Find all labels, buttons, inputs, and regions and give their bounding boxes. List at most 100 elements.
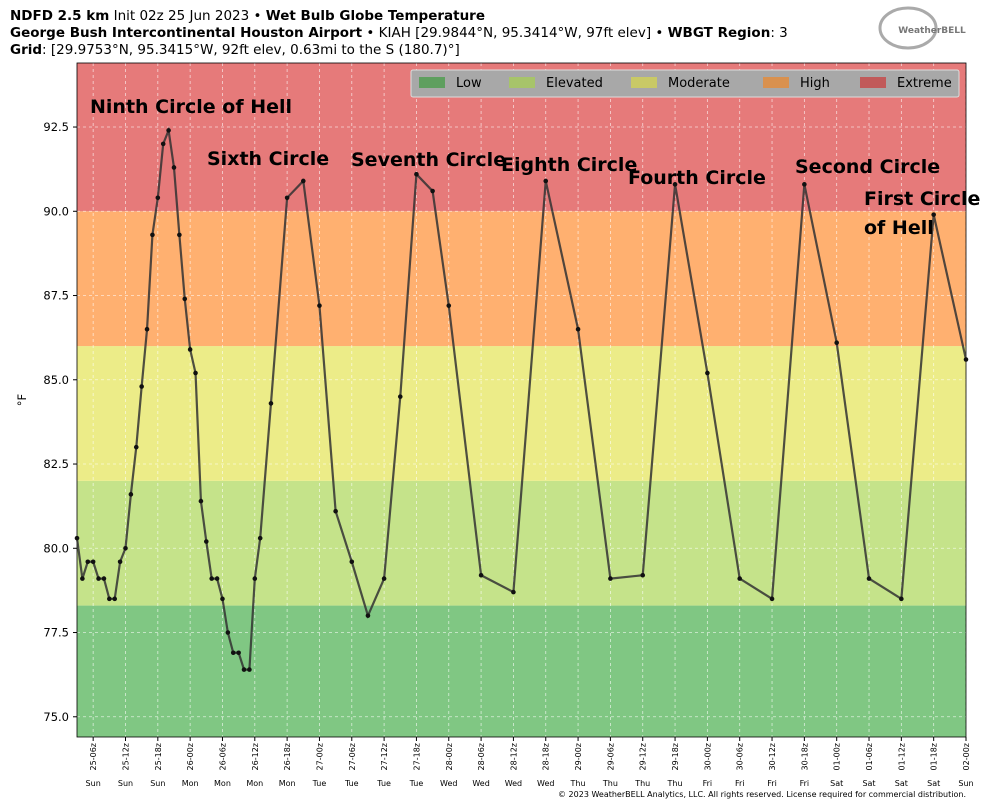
x-tick-label: 29-12z bbox=[639, 743, 648, 770]
x-tick-day: Fri bbox=[767, 779, 777, 788]
x-tick-day: Thu bbox=[634, 779, 650, 788]
data-point bbox=[640, 572, 646, 578]
x-tick-label: 29-06z bbox=[606, 743, 615, 770]
data-point bbox=[705, 370, 710, 376]
data-point bbox=[209, 576, 214, 581]
x-tick-day: Tue bbox=[312, 779, 327, 788]
legend-box bbox=[410, 69, 960, 98]
x-tick-label: 01-00z bbox=[833, 743, 842, 770]
data-point bbox=[236, 650, 241, 656]
header-text: WBGT Region bbox=[668, 25, 771, 41]
data-point bbox=[171, 165, 177, 170]
x-tick-label: 30-00z bbox=[703, 743, 712, 770]
data-point bbox=[90, 559, 96, 565]
x-tick-label: 28-12z bbox=[509, 743, 518, 770]
annotation-line: First Circle bbox=[864, 188, 980, 210]
annotation: First Circle of Hell bbox=[864, 188, 980, 239]
y-tick-label: 92.5 bbox=[43, 120, 69, 134]
x-tick-day: Sat bbox=[830, 779, 843, 788]
data-point bbox=[225, 630, 231, 635]
data-point bbox=[866, 576, 872, 581]
x-tick-label: 02-00z bbox=[962, 743, 971, 770]
y-tick-label: 77.5 bbox=[43, 626, 69, 640]
data-point bbox=[317, 303, 322, 308]
data-point bbox=[575, 326, 581, 332]
x-tick-label: 25-12z bbox=[121, 743, 130, 770]
x-tick-day: Tue bbox=[409, 779, 424, 788]
x-tick-day: Mon bbox=[214, 779, 231, 788]
y-tick-label: 82.5 bbox=[43, 457, 69, 471]
data-point bbox=[963, 357, 969, 362]
x-tick-label: 29-18z bbox=[671, 743, 680, 770]
data-point bbox=[187, 347, 193, 352]
x-tick-label: 29-00z bbox=[574, 743, 583, 770]
annotation-line: Ninth Circle of Hell bbox=[90, 96, 292, 118]
x-tick-label: 28-00z bbox=[445, 743, 454, 770]
x-tick-label: 28-18z bbox=[542, 743, 551, 770]
y-tick-label: 75.0 bbox=[43, 710, 69, 724]
data-point bbox=[446, 303, 452, 308]
risk-band bbox=[77, 211, 966, 347]
x-tick-day: Sat bbox=[895, 779, 908, 788]
x-tick-day: Thu bbox=[667, 779, 683, 788]
data-point bbox=[96, 576, 101, 581]
legend-swatch bbox=[860, 77, 886, 88]
data-point bbox=[107, 596, 112, 602]
annotation-line: Sixth Circle bbox=[207, 148, 329, 170]
y-tick-label: 87.5 bbox=[43, 289, 69, 303]
annotation-line: Seventh Circle bbox=[351, 149, 506, 171]
x-tick-label: 26-06z bbox=[218, 743, 227, 770]
header-text: : [29.9753°N, 95.3415°W, 92ft elev, 0.63… bbox=[42, 42, 460, 58]
data-point bbox=[150, 232, 155, 238]
x-tick-label: 26-12z bbox=[251, 743, 260, 770]
y-tick-label: 80.0 bbox=[43, 541, 69, 555]
annotation-line: Fourth Circle bbox=[628, 167, 766, 189]
data-point bbox=[349, 559, 355, 565]
data-point bbox=[414, 171, 419, 177]
data-point bbox=[214, 576, 220, 581]
header-line: George Bush Intercontinental Houston Air… bbox=[10, 25, 788, 41]
data-point bbox=[160, 141, 166, 147]
data-point bbox=[252, 576, 258, 581]
data-point bbox=[166, 128, 171, 133]
data-point bbox=[220, 596, 225, 602]
data-point bbox=[74, 535, 80, 541]
legend-label: High bbox=[800, 76, 830, 91]
x-tick-label: 26-18z bbox=[283, 743, 292, 770]
logo-swirl bbox=[878, 6, 938, 50]
header-text: NDFD 2.5 km bbox=[10, 8, 109, 24]
data-point bbox=[241, 667, 247, 672]
data-point bbox=[931, 212, 936, 217]
plot-frame bbox=[76, 62, 967, 738]
data-point bbox=[139, 384, 144, 389]
x-tick-day: Fri bbox=[703, 779, 713, 788]
annotation: Ninth Circle of Hell bbox=[90, 96, 292, 118]
x-tick-day: Sun bbox=[150, 779, 165, 788]
annotation: Seventh Circle bbox=[351, 149, 506, 171]
x-tick-label: 26-00z bbox=[186, 743, 195, 770]
x-tick-day: Wed bbox=[472, 779, 489, 788]
x-tick-label: 27-00z bbox=[315, 743, 324, 770]
data-point bbox=[204, 539, 209, 544]
x-tick-day: Sun bbox=[86, 779, 101, 788]
footer: © 2023 WeatherBELL Analytics, LLC. All r… bbox=[558, 790, 966, 799]
y-axis-label: °F bbox=[15, 394, 29, 406]
legend-swatch bbox=[509, 77, 535, 88]
risk-band bbox=[77, 346, 966, 481]
annotation-line: of Hell bbox=[864, 217, 934, 239]
data-point bbox=[144, 326, 150, 332]
x-tick-label: 30-12z bbox=[768, 743, 777, 770]
legend: Low Elevated Moderate High Extreme bbox=[410, 69, 960, 98]
data-point bbox=[230, 650, 236, 656]
data-point bbox=[769, 596, 775, 602]
x-tick-label: 27-06z bbox=[348, 743, 357, 770]
x-tick-day: Mon bbox=[182, 779, 199, 788]
data-point bbox=[117, 559, 123, 565]
y-tick-label: 90.0 bbox=[43, 204, 69, 218]
legend-swatch bbox=[763, 77, 789, 88]
data-point bbox=[193, 370, 198, 376]
header-text: Init 02z 25 Jun 2023 • bbox=[109, 8, 265, 24]
data-point bbox=[123, 545, 128, 551]
y-tick-label: 85.0 bbox=[43, 373, 69, 387]
data-point bbox=[198, 498, 204, 504]
